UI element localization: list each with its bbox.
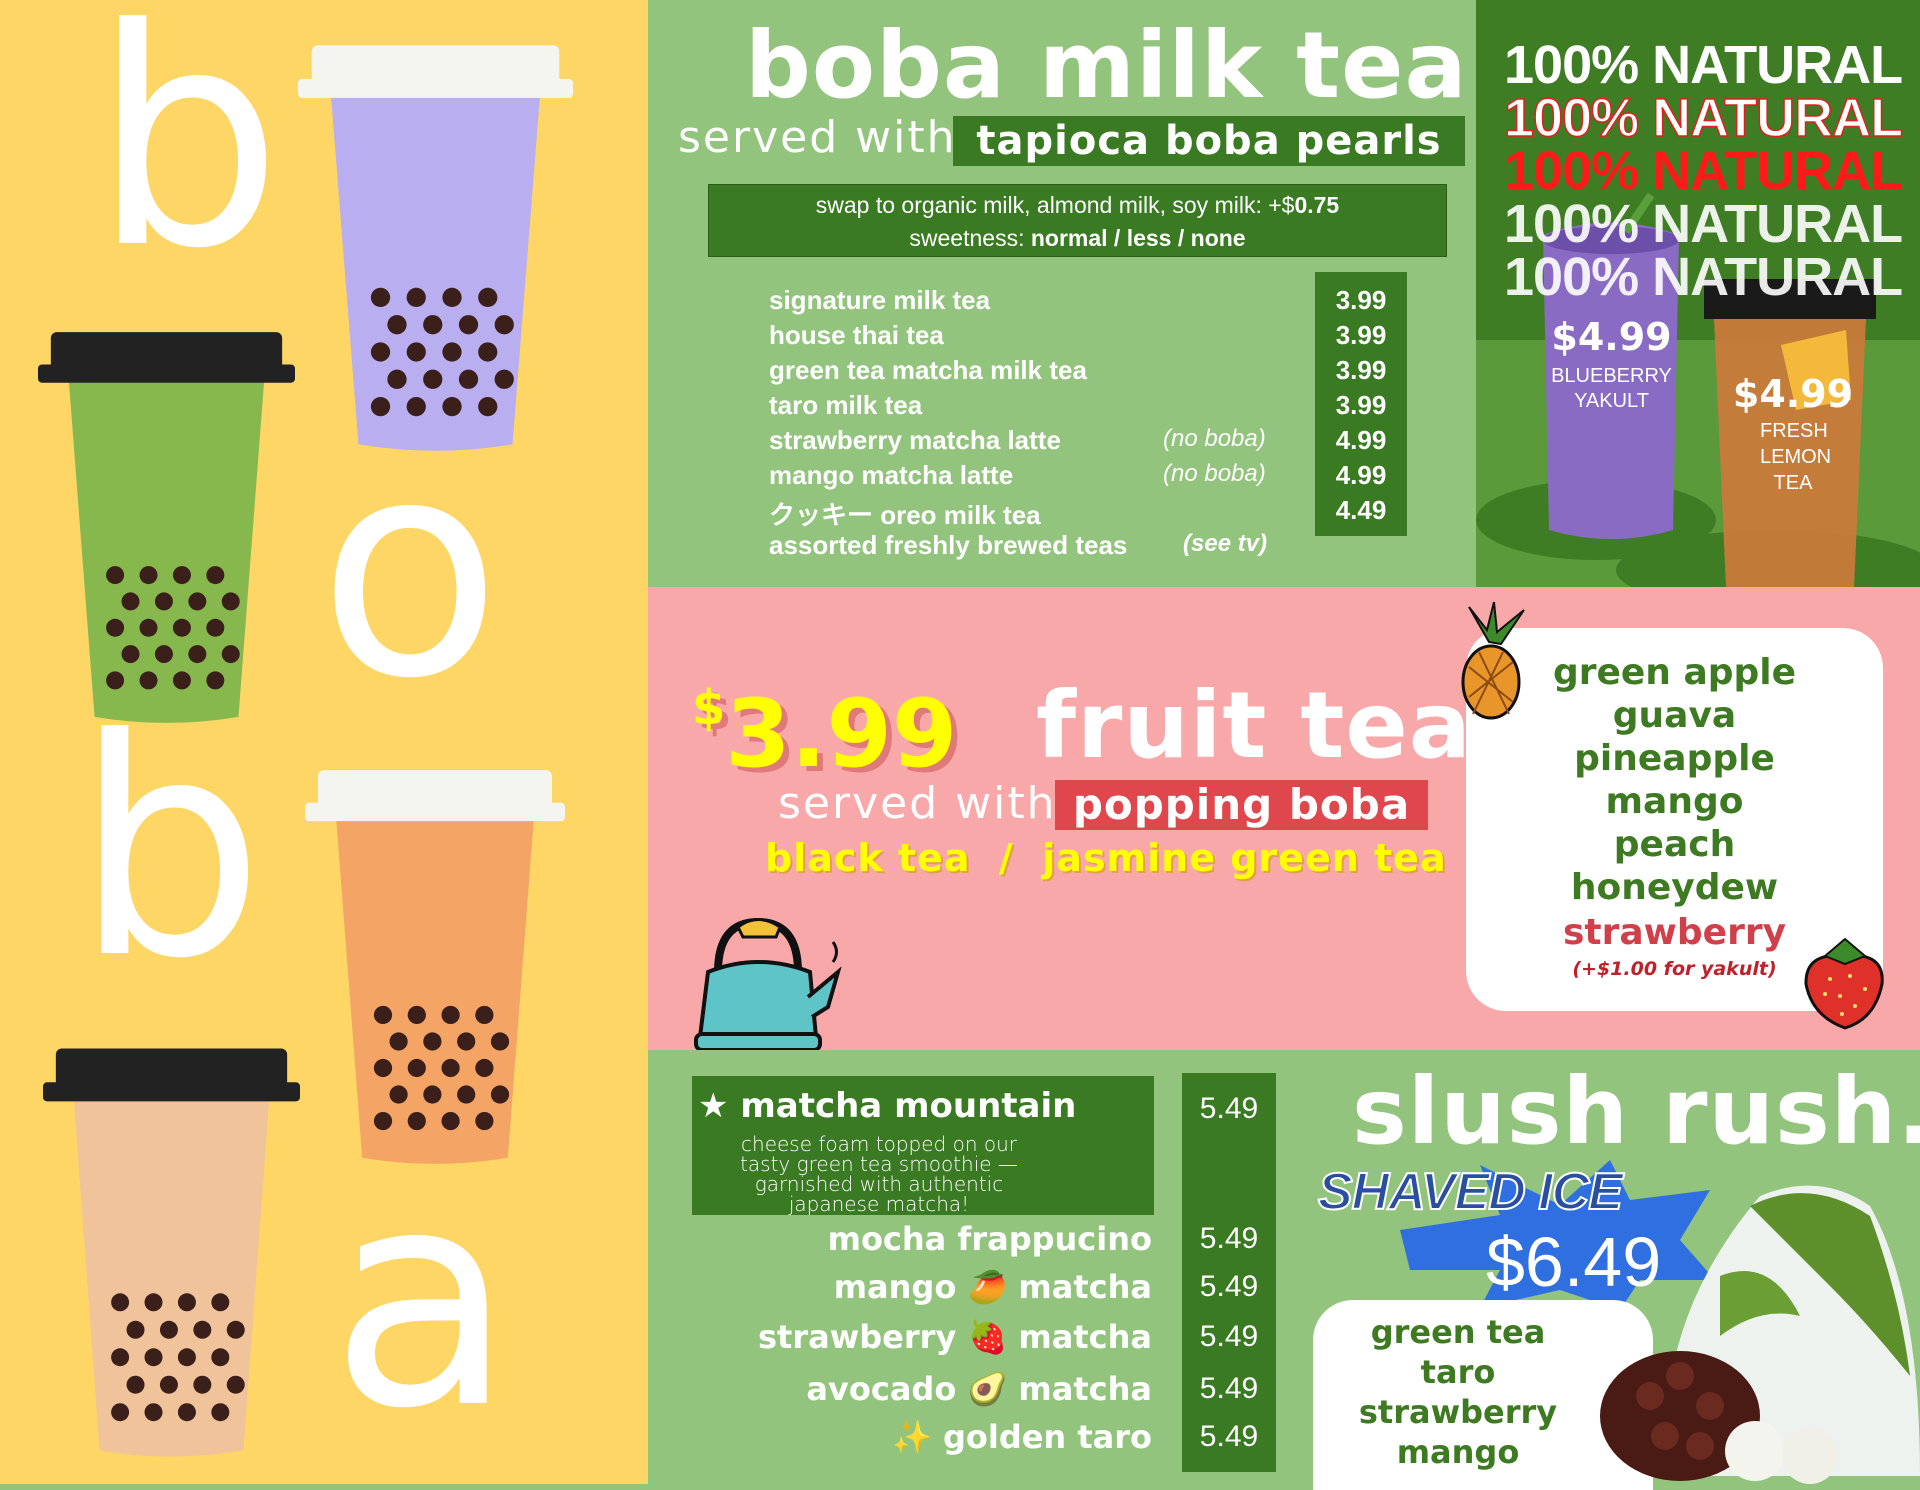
popping-boba-badge: popping boba [1055, 780, 1428, 830]
letter-o: o [318, 395, 502, 744]
slush-flavor: mango [1396, 1433, 1520, 1471]
blended-item-name: avocado 🥑 matcha [806, 1370, 1152, 1408]
lemon-tea-label: FRESH LEMON TEA [1760, 420, 1832, 494]
menu-item-price: 4.99 [1335, 425, 1387, 455]
letter-b: b [74, 675, 265, 1024]
slush-title: slush rush. [1352, 1058, 1920, 1165]
slush-flavor: strawberry [1358, 1393, 1558, 1431]
natural-slogan: 100% NATURAL [1504, 194, 1903, 254]
served-with-label: served with [678, 112, 957, 163]
fruit-tea-title: fruit tea. [1036, 672, 1508, 779]
flavor-item: guava [1612, 695, 1737, 736]
menu-item-name: mango matcha latte [769, 460, 1014, 490]
featured-item-price: 5.49 [1199, 1092, 1259, 1125]
milk-tea-title: boba milk tea. [745, 12, 1504, 119]
slush-flavor-card [1313, 1300, 1653, 1490]
sweetness-options: normal / less / none [1030, 225, 1246, 251]
menu-item-price: 3.99 [1335, 320, 1387, 350]
starburst-shape [1400, 1160, 1715, 1310]
pearls-badge: tapioca boba pearls [953, 116, 1465, 166]
natural-slogan: 100% NATURAL [1504, 247, 1903, 307]
pineapple-icon [1461, 602, 1525, 720]
sweetness-label: sweetness: [909, 225, 1025, 251]
blended-item-price: 5.49 [1199, 1222, 1259, 1255]
slush-flavor: green tea [1370, 1313, 1546, 1351]
flavor-item: peach [1613, 824, 1736, 865]
blended-item-name: strawberry 🍓 matcha [757, 1318, 1152, 1356]
blended-item-name: mocha frappucino [827, 1220, 1152, 1258]
blended-item-name: ✨ golden taro [891, 1418, 1152, 1456]
menu-item-name: signature milk tea [769, 285, 991, 315]
fruit-tea-price: $3.99 [692, 680, 957, 789]
milk-tea-cup-icon [43, 1048, 300, 1457]
menu-item-note: (see tv) [1183, 530, 1268, 557]
flavor-item: pineapple [1574, 738, 1775, 779]
menu-item-note: (no boba) [1163, 425, 1266, 452]
strawberry-icon [1804, 937, 1884, 1030]
price-value: 3.99 [725, 680, 958, 789]
menu-item-price: 3.99 [1335, 285, 1387, 315]
blueberry-yakult-price: $4.99 [1551, 315, 1672, 359]
thai-tea-cup-icon [305, 770, 565, 1164]
flavor-item: honeydew [1570, 867, 1779, 908]
slush-flavor: taro [1420, 1353, 1496, 1391]
menu-item-name: strawberry matcha latte [769, 425, 1061, 455]
boba-art-panel: b o b a [0, 0, 648, 1484]
flavor-card [1466, 628, 1883, 1011]
menu-item-price: 3.99 [1335, 390, 1387, 420]
featured-item-name: ★ matcha mountain [698, 1086, 1077, 1126]
menu-item-name: house thai tea [769, 320, 944, 350]
letter-a: a [330, 1125, 514, 1474]
letter-b: b [92, 0, 283, 314]
yakult-surcharge: (+$1.00 for yakult) [1572, 958, 1777, 980]
shaved-ice-price: $6.49 [1486, 1223, 1662, 1301]
natural-slogan: 100% NATURAL [1504, 35, 1903, 95]
menu-item-name: taro milk tea [769, 390, 923, 420]
flavor-item: green apple [1552, 652, 1797, 693]
menu-item-price: 4.49 [1335, 495, 1387, 525]
swap-price: 0.75 [1294, 192, 1340, 218]
menu-item-name: クッキー oreo milk tea [769, 500, 1041, 530]
menu-item-name: green tea matcha milk tea [769, 355, 1087, 385]
blended-item-price: 5.49 [1199, 1372, 1259, 1405]
natural-promo-panel [1476, 0, 1920, 587]
menu-item-price: 3.99 [1335, 355, 1387, 385]
featured-item-box: ★ matcha mountain cheese foam topped on … [692, 1076, 1154, 1215]
blended-price-column [1182, 1073, 1276, 1472]
lemon-tea-price: $4.99 [1732, 372, 1854, 416]
matcha-cup-icon [38, 332, 295, 723]
menu-item-name: assorted freshly brewed teas [769, 530, 1128, 560]
options-box: swap to organic milk, almond milk, soy m… [708, 184, 1447, 257]
taro-cup-icon [298, 45, 573, 451]
dollar-sign: $ [692, 680, 726, 736]
blended-item-name: mango 🥭 matcha [833, 1268, 1152, 1306]
blended-item-price: 5.49 [1199, 1420, 1259, 1453]
flavor-item: mango [1605, 781, 1744, 822]
menu-item-price: 4.99 [1335, 460, 1387, 490]
tea-base-options: black tea / jasmine green tea [765, 836, 1447, 880]
drinks-illustration [1476, 192, 1920, 587]
blended-item-price: 5.49 [1199, 1270, 1259, 1303]
served-with-label: served with [778, 778, 1057, 829]
price-column [1315, 272, 1407, 536]
blueberry-yakult-label: BLUEBERRY YAKULT [1551, 365, 1672, 412]
kettle-icon [694, 917, 842, 1052]
shaved-ice-image [1600, 1185, 1920, 1484]
flavor-strawberry: strawberry [1562, 912, 1787, 953]
featured-item-desc: cheese foam topped on our tasty green te… [740, 1132, 1018, 1216]
natural-slogan: 100% NATURAL [1503, 87, 1904, 149]
swap-text: swap to organic milk, almond milk, soy m… [815, 192, 1295, 218]
shaved-ice-label: SHAVED ICE [1317, 1162, 1624, 1222]
blended-item-price: 5.49 [1199, 1320, 1259, 1353]
natural-slogan: 100% NATURAL [1504, 141, 1903, 201]
menu-item-note: (no boba) [1163, 460, 1266, 487]
